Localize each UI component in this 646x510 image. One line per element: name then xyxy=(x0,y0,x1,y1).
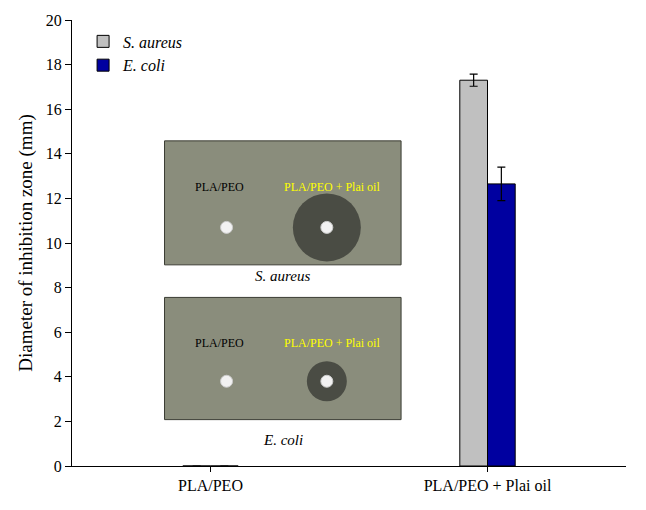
svg-text:12: 12 xyxy=(46,190,62,207)
svg-text:2: 2 xyxy=(54,413,62,430)
svg-text:8: 8 xyxy=(54,279,62,296)
svg-text:PLA/PEO + Plai oil: PLA/PEO + Plai oil xyxy=(284,336,380,350)
svg-text:PLA/PEO: PLA/PEO xyxy=(195,180,244,194)
svg-text:S. aureus: S. aureus xyxy=(123,34,182,51)
svg-text:E. coli: E. coli xyxy=(122,57,165,74)
svg-text:14: 14 xyxy=(46,145,62,162)
svg-text:4: 4 xyxy=(54,368,62,385)
svg-text:PLA/PEO: PLA/PEO xyxy=(195,336,244,350)
svg-text:0: 0 xyxy=(54,458,62,475)
svg-text:E. coli: E. coli xyxy=(263,432,303,448)
svg-text:10: 10 xyxy=(46,235,62,252)
svg-text:6: 6 xyxy=(54,324,62,341)
svg-text:PLA/PEO: PLA/PEO xyxy=(178,477,243,494)
svg-text:S. aureus: S. aureus xyxy=(255,268,310,284)
svg-text:20: 20 xyxy=(46,12,62,29)
svg-text:16: 16 xyxy=(46,101,62,118)
svg-text:PLA/PEO + Plai oil: PLA/PEO + Plai oil xyxy=(424,477,552,494)
svg-text:18: 18 xyxy=(46,56,62,73)
svg-text:Diameter of inhibition zone (m: Diameter of inhibition zone (mm) xyxy=(15,114,37,371)
svg-text:PLA/PEO + Plai oil: PLA/PEO + Plai oil xyxy=(284,180,380,194)
